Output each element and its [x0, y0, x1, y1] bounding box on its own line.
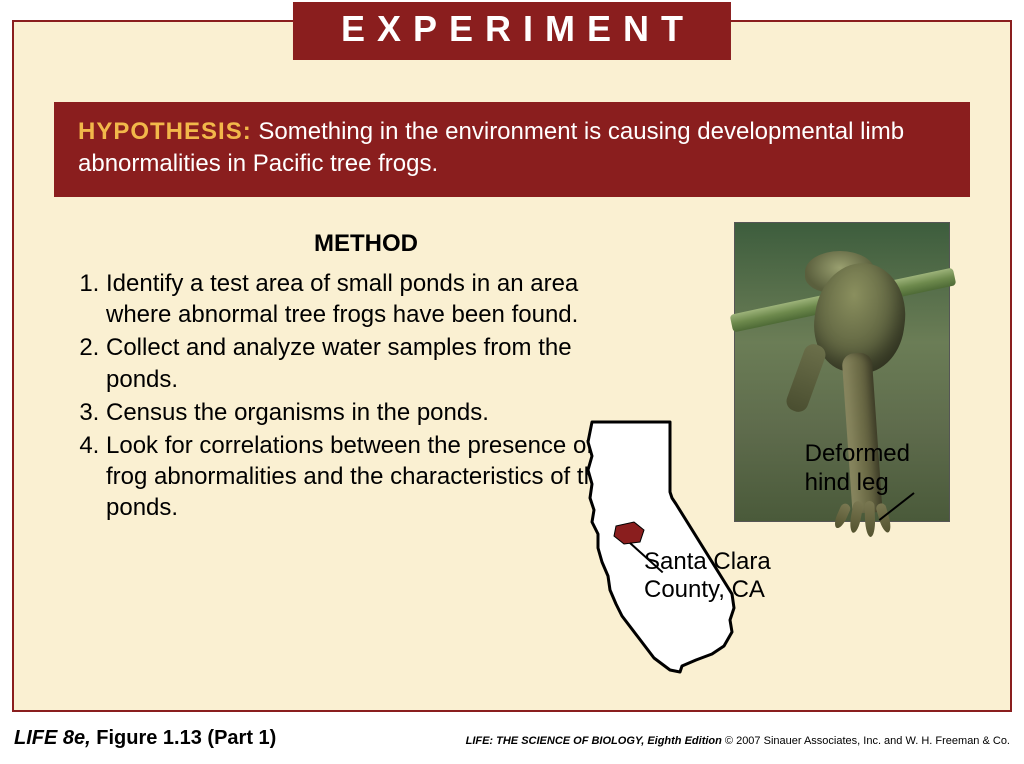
toe-icon — [832, 502, 852, 530]
toe-icon — [848, 500, 863, 533]
footer-figure: Figure 1.13 (Part 1) — [96, 727, 276, 749]
figure-footer: LIFE 8e, Figure 1.13 (Part 1) LIFE: THE … — [14, 727, 1010, 750]
footer-right: LIFE: THE SCIENCE OF BIOLOGY, Eighth Edi… — [466, 735, 1010, 747]
footer-book-title: LIFE: THE SCIENCE OF BIOLOGY, Eighth Edi… — [466, 735, 722, 747]
toe-icon — [864, 501, 875, 537]
footer-copyright: © 2007 Sinauer Associates, Inc. and W. H… — [722, 735, 1010, 747]
method-step: Look for correlations between the presen… — [106, 430, 634, 524]
banner-title: EXPERIMENT — [341, 8, 695, 49]
footer-left: LIFE 8e, Figure 1.13 (Part 1) — [14, 727, 276, 750]
hypothesis-label: HYPOTHESIS: — [78, 118, 252, 145]
toe-icon — [875, 502, 893, 534]
deformed-leg-label-line2: hind leg — [805, 469, 889, 496]
hypothesis-box: HYPOTHESIS: Something in the environment… — [54, 102, 970, 197]
experiment-banner: EXPERIMENT — [293, 2, 731, 60]
santa-clara-label: Santa Clara County, CA — [644, 548, 771, 603]
deformed-leg-label: Deformed hind leg — [805, 440, 910, 498]
experiment-frame: EXPERIMENT HYPOTHESIS: Something in the … — [12, 20, 1012, 712]
county-label-line1: Santa Clara — [644, 548, 771, 575]
method-step: Identify a test area of small ponds in a… — [106, 268, 634, 330]
method-step: Census the organisms in the ponds. — [106, 397, 634, 428]
method-heading: METHOD — [314, 230, 418, 258]
california-outline — [588, 422, 734, 672]
footer-life: LIFE 8e, — [14, 727, 91, 749]
method-step: Collect and analyze water samples from t… — [106, 332, 634, 394]
deformed-leg-label-line1: Deformed — [805, 440, 910, 467]
frog-foot-icon — [831, 501, 903, 537]
county-label-line2: County, CA — [644, 576, 765, 603]
method-list: Identify a test area of small ponds in a… — [74, 268, 634, 526]
